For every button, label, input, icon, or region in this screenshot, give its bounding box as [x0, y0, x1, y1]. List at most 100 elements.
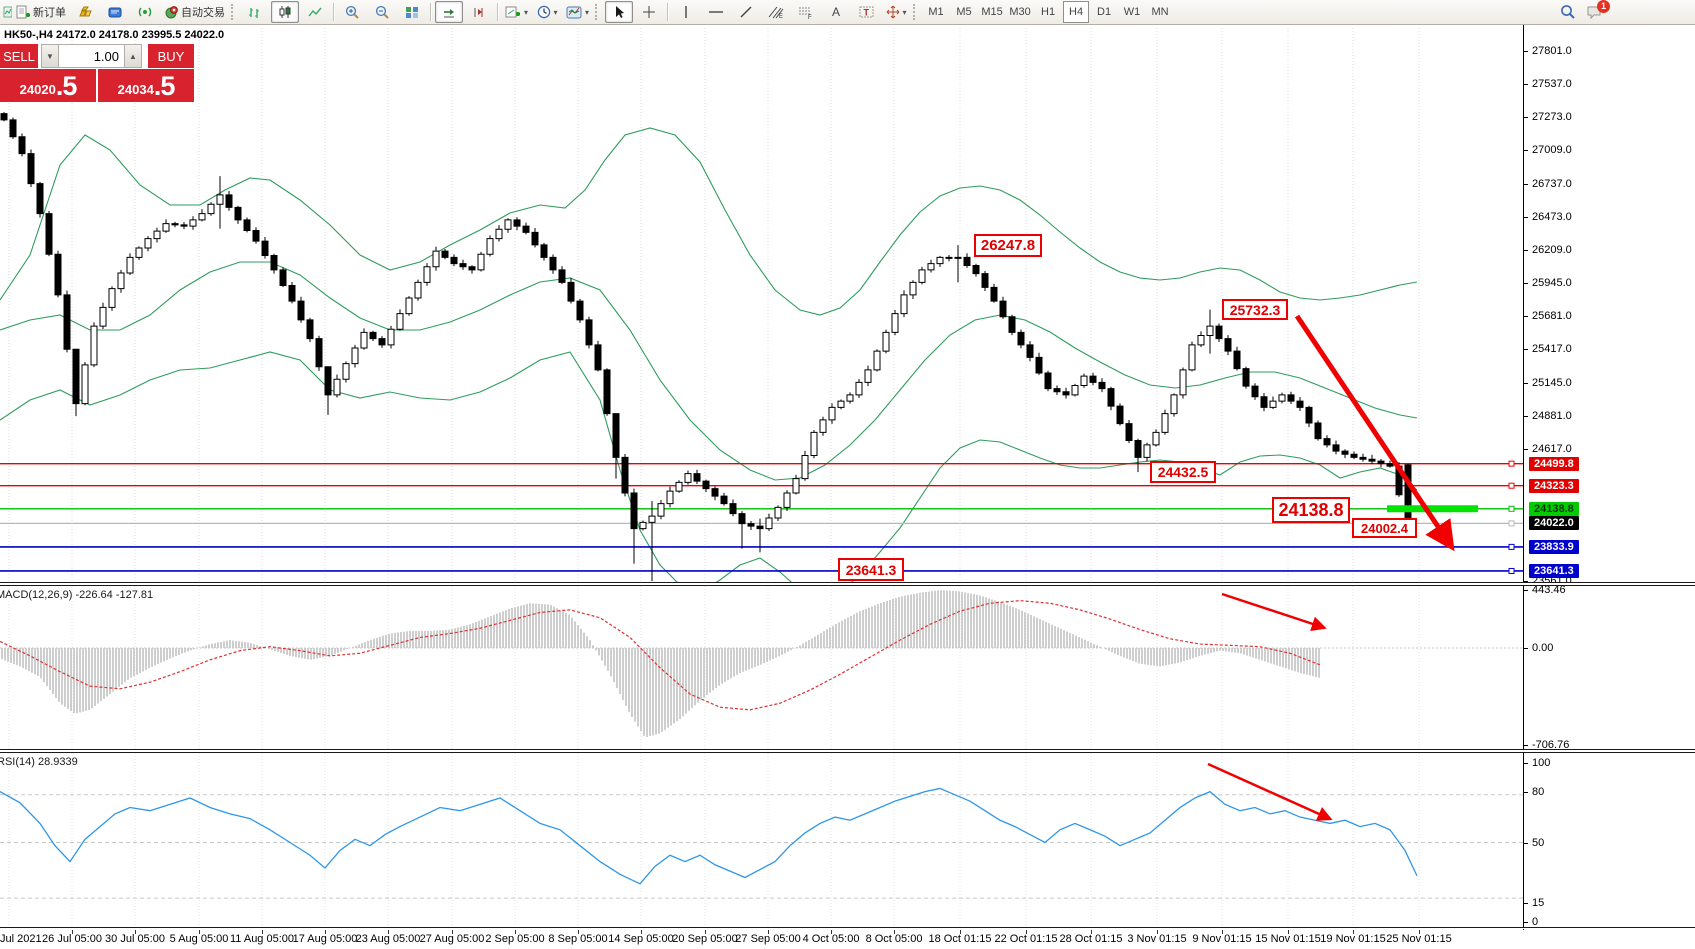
hline-handle[interactable] [1508, 567, 1515, 574]
time-tick [578, 930, 579, 934]
zoom-out-button[interactable] [368, 1, 396, 23]
period-button[interactable]: ▾ [533, 1, 561, 23]
trend-arrow[interactable] [1294, 314, 1455, 552]
equidistant-channel-button[interactable]: E [762, 1, 790, 23]
candle-body [531, 231, 539, 246]
candle-body [180, 224, 188, 227]
timeframe-h1-button[interactable]: H1 [1041, 6, 1056, 18]
timeframe-m5-button[interactable]: M5 [956, 6, 972, 18]
bid-quote[interactable]: 24020 .5 [0, 69, 96, 102]
toolbar-grip [595, 4, 602, 20]
candle-body [459, 263, 467, 268]
price-annotation-26247.8[interactable]: 26247.8 [974, 234, 1042, 257]
time-tick [135, 930, 136, 934]
hline-handle[interactable] [1508, 505, 1515, 512]
candle-body [765, 517, 773, 530]
candle-body [423, 266, 431, 283]
timeframe-w1-button[interactable]: W1 [1123, 6, 1141, 18]
volume-down-button[interactable]: ▼ [41, 44, 59, 68]
volume-up-button[interactable]: ▲ [124, 44, 142, 68]
candle-body [1071, 385, 1079, 396]
fibonacci-button[interactable]: F [792, 1, 820, 23]
price-annotation-24138.8[interactable]: 24138.8 [1272, 497, 1350, 523]
price-chart-panel[interactable] [0, 28, 1523, 582]
timeframe-m1-button[interactable]: M1 [928, 6, 944, 18]
add-indicator-button[interactable]: ▾ [502, 1, 531, 23]
chart-shift-button[interactable] [465, 1, 493, 23]
time-tick [1288, 930, 1289, 934]
candle-body [369, 331, 377, 340]
candle-body [684, 473, 692, 483]
trendline-button[interactable] [732, 1, 760, 23]
svg-text:F: F [808, 15, 812, 19]
ask-quote[interactable]: 24034 .5 [98, 69, 194, 102]
timeframe-h4-button[interactable]: H4 [1063, 1, 1090, 23]
news-button[interactable] [101, 1, 129, 23]
candle-body [1161, 413, 1169, 433]
crosshair-button[interactable] [635, 1, 663, 23]
notifications-icon[interactable]: 1 [1586, 0, 1610, 20]
zoom-in-button[interactable] [338, 1, 366, 23]
rsi-panel[interactable] [0, 753, 1523, 927]
time-label: 18 Oct 01:15 [928, 933, 992, 945]
tile-windows-button[interactable] [398, 1, 426, 23]
volume-input[interactable]: 1.00 [59, 44, 124, 68]
autotrading-button[interactable]: 自动交易 [161, 1, 228, 23]
macd-panel[interactable] [0, 586, 1523, 749]
candle-body [297, 300, 305, 321]
candle-body [261, 240, 269, 256]
candle-body [810, 431, 818, 456]
axis-tick-label: 0.00 [1524, 642, 1553, 654]
line-chart-button[interactable] [301, 1, 329, 23]
candle-body [333, 378, 341, 396]
text-label-button[interactable]: T [852, 1, 880, 23]
candle-body [1134, 440, 1142, 458]
cursor-button[interactable] [605, 1, 634, 23]
panel-separator[interactable] [0, 582, 1695, 586]
axis-tick-label: 24881.0 [1524, 410, 1572, 422]
candle-body [198, 213, 206, 221]
gold-button[interactable] [71, 1, 99, 23]
hline-handle[interactable] [1508, 460, 1515, 467]
bar-chart-button[interactable] [241, 1, 269, 23]
candle-body [792, 478, 800, 494]
time-axis[interactable]: Jul 2021 26 Jul 05:00 30 Jul 05:00 5 Aug 05… [0, 930, 1695, 949]
new-order-button[interactable]: 新订单 [13, 1, 69, 23]
new-order-label: 新订单 [33, 7, 66, 19]
template-button[interactable]: ▾ [563, 1, 592, 23]
sell-button[interactable]: SELL [0, 44, 38, 68]
hline-handle[interactable] [1508, 520, 1515, 527]
autotrading-icon [164, 5, 178, 19]
auto-scroll-button[interactable] [435, 1, 463, 23]
timeframe-m30-button[interactable]: M30 [1009, 6, 1031, 18]
candle-body [477, 253, 485, 271]
candlestick-chart-button[interactable] [271, 1, 299, 23]
timeframe-mn-button[interactable]: MN [1151, 6, 1169, 18]
candle-body [657, 503, 665, 517]
search-icon[interactable] [1560, 4, 1576, 20]
candle-body [1350, 453, 1358, 458]
price-annotation-23641.3[interactable]: 23641.3 [838, 558, 904, 581]
candlestick-chart-icon [278, 5, 292, 19]
arrows-button[interactable]: ▾ [882, 1, 910, 23]
price-annotation-25732.3[interactable]: 25732.3 [1222, 299, 1288, 320]
rsi-arrow[interactable] [1207, 762, 1333, 821]
signal-button[interactable] [131, 1, 159, 23]
fibonacci-icon: F [798, 5, 814, 19]
price-tag-24499.8: 24499.8 [1529, 457, 1579, 471]
hline-handle[interactable] [1508, 543, 1515, 550]
hline-handle[interactable] [1508, 482, 1515, 489]
macd-arrow[interactable] [1221, 592, 1327, 631]
price-annotation-24002.4[interactable]: 24002.4 [1352, 518, 1417, 538]
buy-button[interactable]: BUY [148, 44, 194, 68]
horizontal-line-button[interactable] [702, 1, 730, 23]
timeframe-m15-button[interactable]: M15 [981, 6, 1003, 18]
timeframe-d1-button[interactable]: D1 [1097, 6, 1112, 18]
price-axis[interactable]: 27801.0 27537.0 27273.0 27009.0 26737.0 26473… [1523, 24, 1695, 930]
price-annotation-24432.5[interactable]: 24432.5 [1150, 461, 1216, 483]
candle-body [351, 347, 359, 365]
panel-separator[interactable] [0, 749, 1695, 753]
vertical-line-button[interactable] [672, 1, 700, 23]
candle-body [288, 285, 296, 302]
text-button[interactable]: A [822, 1, 850, 23]
